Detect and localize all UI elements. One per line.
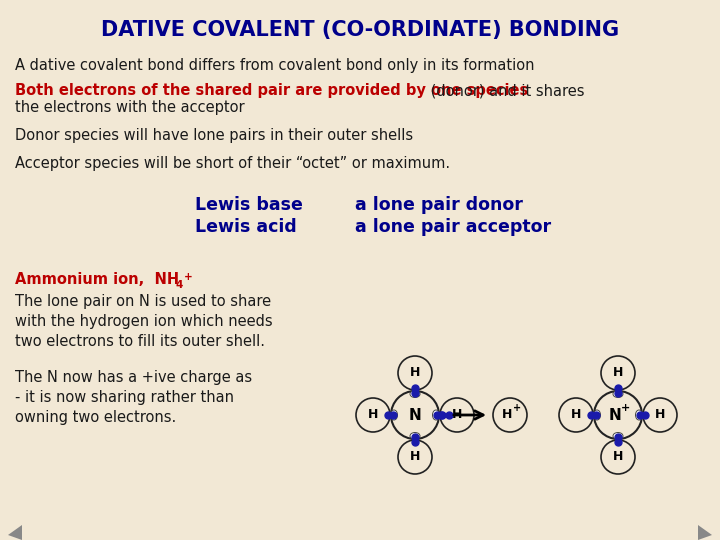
Text: N: N xyxy=(409,408,421,422)
Text: N: N xyxy=(608,408,621,422)
Ellipse shape xyxy=(390,410,397,420)
Text: Acceptor species will be short of their “octet” or maximum.: Acceptor species will be short of their … xyxy=(15,156,450,171)
Ellipse shape xyxy=(433,410,439,420)
Circle shape xyxy=(356,398,390,432)
Circle shape xyxy=(398,356,432,390)
Text: The lone pair on N is used to share
with the hydrogen ion which needs
two electr: The lone pair on N is used to share with… xyxy=(15,294,273,349)
Text: Donor species will have lone pairs in their outer shells: Donor species will have lone pairs in th… xyxy=(15,128,413,143)
Ellipse shape xyxy=(593,410,600,420)
Text: H: H xyxy=(502,408,512,422)
Ellipse shape xyxy=(636,410,642,420)
Text: The N now has a +ive charge as
- it is now sharing rather than
owning two electr: The N now has a +ive charge as - it is n… xyxy=(15,370,252,424)
Text: +: + xyxy=(184,272,193,282)
Text: H: H xyxy=(613,367,624,380)
Circle shape xyxy=(594,391,642,439)
Ellipse shape xyxy=(410,390,420,397)
Circle shape xyxy=(601,440,635,474)
Circle shape xyxy=(391,391,439,439)
Circle shape xyxy=(601,356,635,390)
Text: H: H xyxy=(613,450,624,463)
Text: +: + xyxy=(513,403,521,413)
Text: +: + xyxy=(621,403,631,413)
Polygon shape xyxy=(698,525,712,540)
Text: 4: 4 xyxy=(176,280,184,290)
Circle shape xyxy=(398,440,432,474)
Text: Both electrons of the shared pair are provided by one species: Both electrons of the shared pair are pr… xyxy=(15,83,528,98)
Text: the electrons with the acceptor: the electrons with the acceptor xyxy=(15,100,245,115)
Text: A dative covalent bond differs from covalent bond only in its formation: A dative covalent bond differs from cova… xyxy=(15,58,534,73)
Circle shape xyxy=(643,398,677,432)
Text: H: H xyxy=(410,450,420,463)
Text: H: H xyxy=(571,408,581,422)
Ellipse shape xyxy=(410,433,420,440)
Text: H: H xyxy=(452,408,462,422)
Text: H: H xyxy=(368,408,378,422)
Text: (donor) and it shares: (donor) and it shares xyxy=(426,83,585,98)
Circle shape xyxy=(440,398,474,432)
Circle shape xyxy=(493,398,527,432)
Circle shape xyxy=(559,398,593,432)
Text: a lone pair acceptor: a lone pair acceptor xyxy=(355,218,551,236)
Text: Lewis base: Lewis base xyxy=(195,196,303,214)
Polygon shape xyxy=(8,525,22,540)
Text: H: H xyxy=(410,367,420,380)
Text: Lewis acid: Lewis acid xyxy=(195,218,297,236)
Ellipse shape xyxy=(613,390,623,397)
Text: H: H xyxy=(654,408,665,422)
Text: DATIVE COVALENT (CO-ORDINATE) BONDING: DATIVE COVALENT (CO-ORDINATE) BONDING xyxy=(101,20,619,40)
Text: Ammonium ion,  NH: Ammonium ion, NH xyxy=(15,272,179,287)
Text: a lone pair donor: a lone pair donor xyxy=(355,196,523,214)
Ellipse shape xyxy=(613,433,623,440)
